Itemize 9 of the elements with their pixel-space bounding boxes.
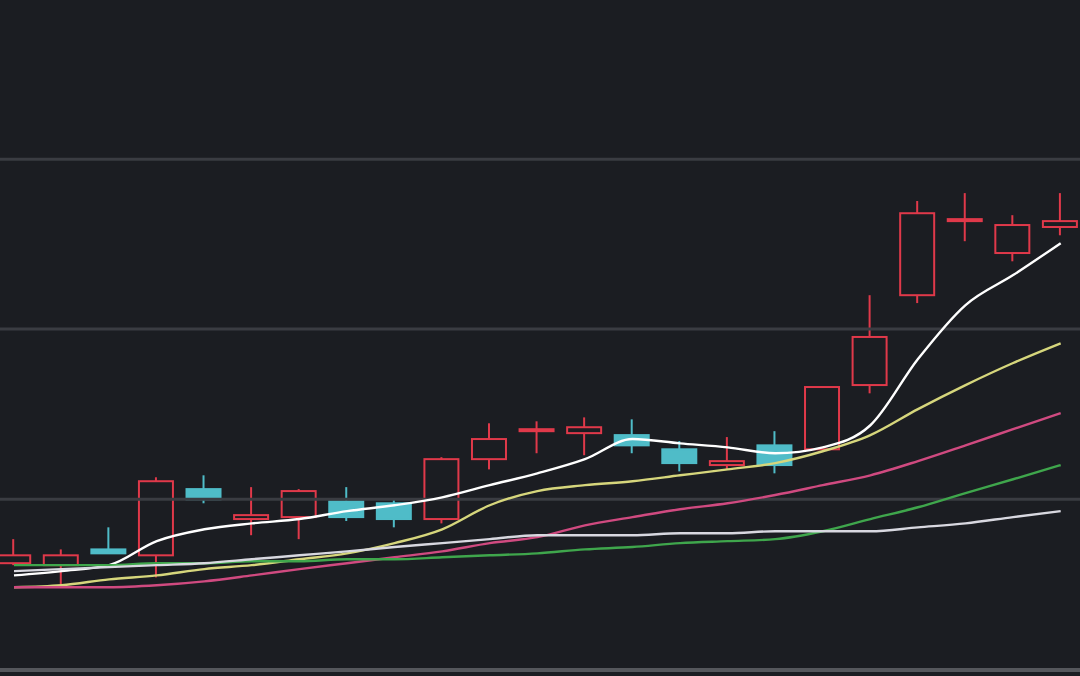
candlestick bbox=[233, 486, 270, 537]
candlestick bbox=[470, 422, 507, 471]
candlestick bbox=[518, 420, 555, 455]
candlestick bbox=[90, 526, 127, 555]
candlestick bbox=[946, 192, 983, 243]
candlestick bbox=[566, 416, 603, 457]
candlestick bbox=[708, 436, 745, 471]
candlestick bbox=[661, 440, 698, 473]
candlestick bbox=[994, 214, 1031, 263]
